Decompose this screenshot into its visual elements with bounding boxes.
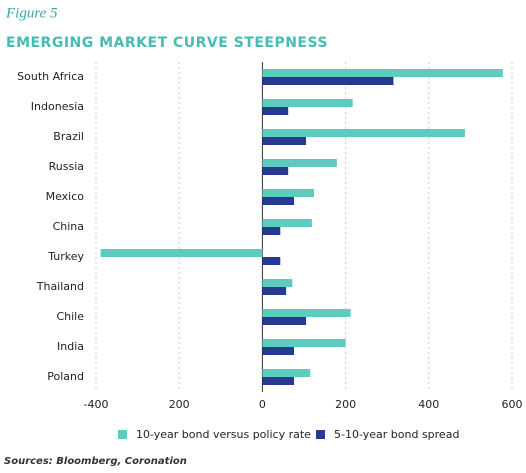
bar	[262, 99, 353, 107]
bar	[262, 159, 337, 167]
bar	[262, 167, 289, 175]
bar	[262, 377, 295, 385]
x-tick-label: 200	[335, 398, 356, 411]
bar	[262, 279, 293, 287]
bar	[262, 257, 281, 265]
y-tick-label: India	[57, 340, 84, 353]
x-tick-label: 400	[418, 398, 439, 411]
bar	[262, 219, 312, 227]
legend-label: 5-10-year bond spread	[334, 428, 459, 441]
bar	[262, 137, 307, 145]
bar	[262, 227, 281, 235]
bar	[262, 317, 307, 325]
x-tick-label: 0	[259, 398, 266, 411]
y-tick-label: Chile	[56, 310, 84, 323]
y-tick-label: Indonesia	[31, 100, 84, 113]
bar	[262, 69, 503, 77]
bar	[262, 197, 295, 205]
y-tick-label: Mexico	[46, 190, 85, 203]
legend-label: 10-year bond versus policy rate	[136, 428, 311, 441]
y-tick-label: Thailand	[36, 280, 84, 293]
x-tick-label: 200	[169, 398, 190, 411]
bar	[262, 339, 346, 347]
y-tick-label: Russia	[49, 160, 84, 173]
bar	[262, 77, 394, 85]
chart-title: EMERGING MARKET CURVE STEEPNESS	[6, 35, 328, 51]
bar	[262, 189, 314, 197]
bar	[262, 129, 465, 137]
legend-swatch	[316, 430, 325, 439]
y-tick-label: Poland	[47, 370, 84, 383]
bar	[262, 309, 351, 317]
bar	[262, 287, 287, 295]
x-tick-label: 600	[502, 398, 523, 411]
figure-label: Figure 5	[5, 5, 58, 21]
x-tick-label: -400	[84, 398, 109, 411]
legend-swatch	[118, 430, 127, 439]
y-tick-label: South Africa	[17, 70, 84, 83]
y-tick-label: Turkey	[47, 250, 84, 263]
source-note: Sources: Bloomberg, Coronation	[4, 456, 187, 467]
bar	[262, 347, 295, 355]
y-tick-label: Brazil	[53, 130, 84, 143]
y-tick-label: China	[53, 220, 84, 233]
bar	[262, 369, 311, 377]
bar	[262, 107, 289, 115]
bar	[100, 249, 263, 257]
